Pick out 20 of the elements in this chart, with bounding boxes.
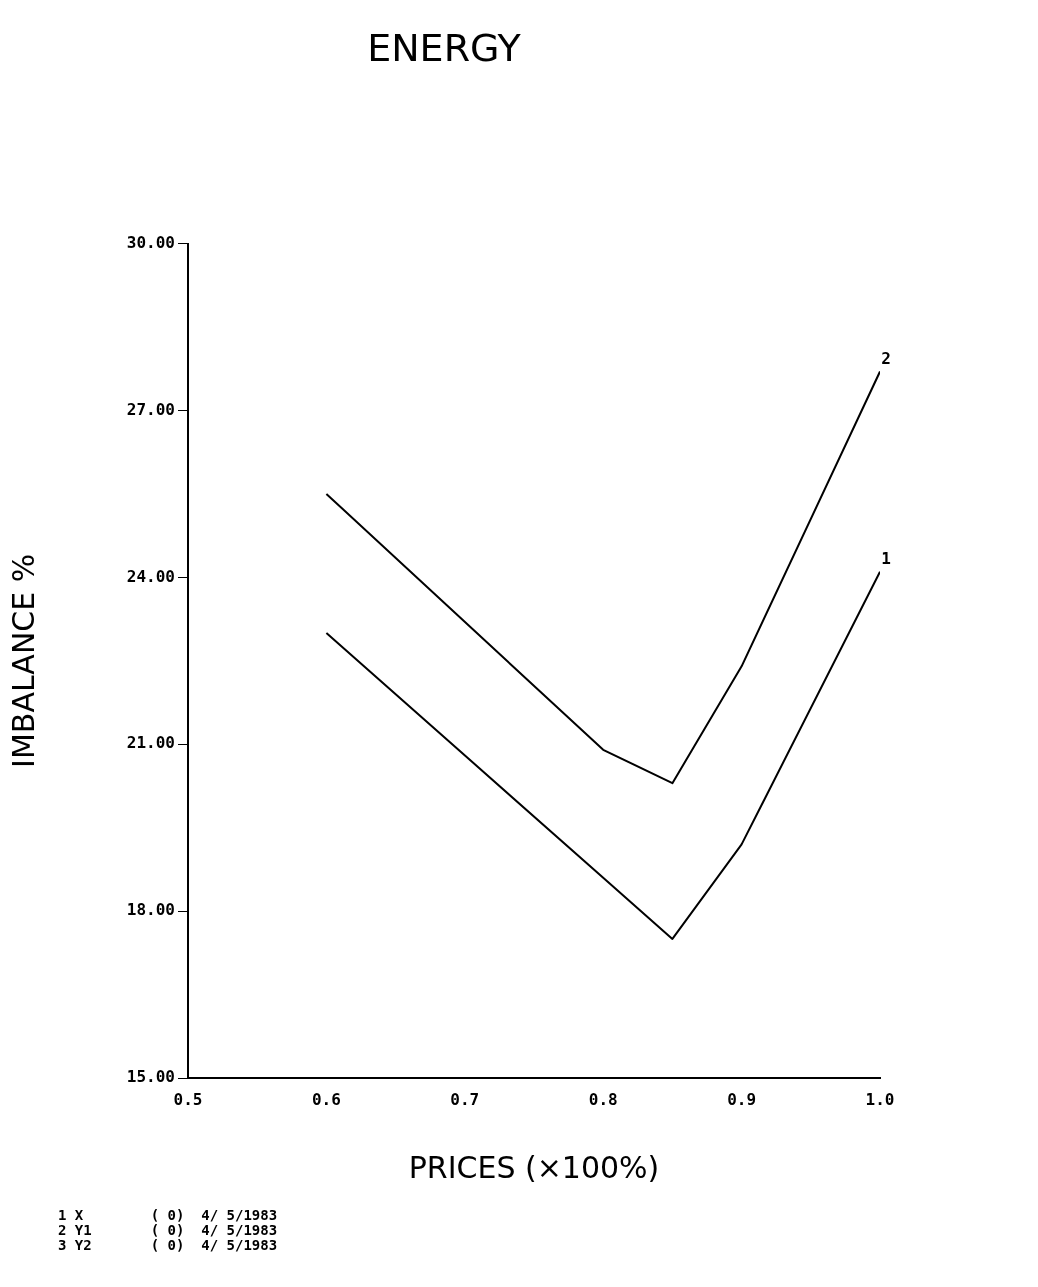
chart-title: ENERGY bbox=[367, 25, 522, 70]
x-tick-label: 0.6 bbox=[311, 1089, 341, 1109]
x-tick-label: 0.5 bbox=[173, 1089, 203, 1109]
x-axis-title: PRICES (×100%) bbox=[408, 1149, 660, 1185]
y-tick-label: 24.00 bbox=[126, 566, 175, 586]
series-label: 1 bbox=[881, 548, 891, 568]
x-tick-label: 0.7 bbox=[450, 1089, 480, 1109]
y-tick-label: 27.00 bbox=[126, 399, 175, 419]
y-tick-label: 21.00 bbox=[126, 733, 175, 753]
x-tick-label: 0.8 bbox=[588, 1089, 618, 1109]
y-tick-label: 30.00 bbox=[126, 232, 175, 252]
x-tick-label: 1.0 bbox=[865, 1089, 895, 1109]
y-axis-title: IMBALANCE % bbox=[5, 553, 41, 768]
series-label: 2 bbox=[881, 348, 891, 368]
x-tick-label: 0.9 bbox=[727, 1089, 757, 1109]
text: 1 X ( 0) 4/ 5/1983 bbox=[58, 1207, 279, 1223]
y-tick-label: 18.00 bbox=[126, 900, 175, 920]
y-tick-label: 15.00 bbox=[126, 1067, 175, 1087]
text: 3 Y2 ( 0) 4/ 5/1983 bbox=[58, 1237, 279, 1253]
text: 2 Y1 ( 0) 4/ 5/1983 bbox=[58, 1222, 279, 1238]
